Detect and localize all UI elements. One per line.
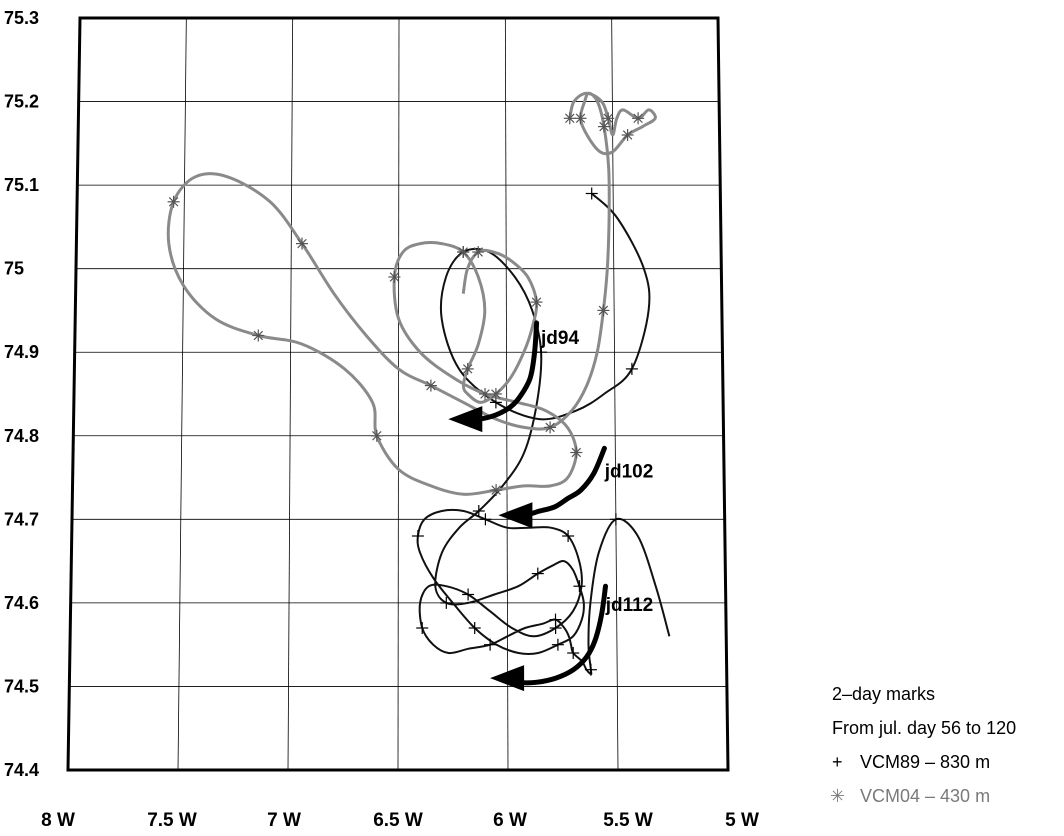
star-marker: [370, 429, 383, 442]
arrow-head-icon: [498, 502, 533, 529]
y-tick-label: 75.1: [4, 175, 39, 195]
star-marker: [252, 329, 265, 342]
star-marker: [489, 388, 502, 400]
grid-line-lon: [287, 17, 294, 771]
x-tick-label: 5 W: [725, 810, 759, 831]
star-marker: [472, 246, 485, 258]
trajectory-series: [166, 91, 671, 675]
y-tick-label: 74.4: [4, 760, 39, 780]
plus-marker: [472, 505, 485, 517]
x-tick-label: 6.5 W: [373, 810, 423, 831]
plus-marker: [462, 588, 475, 601]
plus-marker: [531, 567, 544, 580]
x-tick-label: 8 W: [41, 810, 75, 831]
star-marker: [574, 112, 587, 125]
star-marker: [621, 129, 634, 141]
plus-marker: [440, 596, 453, 609]
star-marker: [490, 484, 503, 497]
plus-marker: [416, 622, 429, 634]
map-border: [66, 16, 730, 772]
star-marker: [388, 271, 401, 283]
y-tick-label: 75.2: [4, 92, 39, 112]
star-marker: [632, 112, 645, 125]
star-marker: [570, 446, 583, 459]
legend-title: 2–day marks: [832, 684, 935, 704]
plus-marker: [484, 638, 497, 651]
day-label: jd112: [605, 595, 654, 616]
star-marker: [598, 120, 610, 133]
star-marker: [479, 388, 491, 400]
plus-marker: [468, 622, 481, 634]
star-marker: [167, 195, 180, 208]
day-label: jd102: [604, 462, 654, 483]
legend-label-vcm89: VCM89 – 830 m: [860, 752, 990, 772]
star-marker: [530, 296, 543, 309]
y-tick-labels: 74.4 74.5 74.6 74.7 74.8 74.9 75 75.1 75.2 75.3: [4, 8, 39, 780]
star-marker: [563, 112, 576, 125]
series-line-vcm89: [416, 192, 671, 675]
grid-line-lon: [177, 17, 187, 771]
day-marks: [167, 112, 645, 676]
plus-marker: [625, 362, 638, 375]
star-marker: [457, 246, 470, 258]
x-tick-label: 7.5 W: [147, 810, 197, 831]
legend-plus-icon: +: [832, 752, 843, 772]
series-line-vcm04: [166, 91, 657, 496]
grid-line-lon: [504, 17, 509, 771]
grid-line-lon: [611, 17, 619, 771]
legend-label-vcm04: VCM04 – 430 m: [860, 786, 990, 806]
y-tick-label: 74.7: [4, 509, 39, 529]
x-tick-label: 7 W: [267, 810, 301, 831]
legend-subtitle: From jul. day 56 to 120: [832, 718, 1016, 738]
plus-marker: [609, 513, 622, 526]
legend-star-icon: ✳: [830, 786, 845, 806]
plus-marker: [584, 663, 597, 676]
plus-marker: [562, 530, 575, 542]
star-marker: [296, 237, 308, 250]
x-tick-label: 5.5 W: [603, 810, 653, 831]
plus-marker: [551, 638, 564, 651]
star-marker: [544, 421, 557, 434]
plus-marker: [573, 580, 586, 593]
legend: 2–day marks From jul. day 56 to 120 + VC…: [830, 684, 1016, 806]
direction-arrows: [448, 320, 608, 692]
arrow-head-icon: [490, 665, 525, 692]
day-label: jd94: [540, 328, 579, 349]
y-tick-label: 75: [4, 259, 24, 279]
star-marker: [424, 379, 437, 392]
day-annotations: jd94 jd102 jd112: [540, 328, 653, 616]
y-tick-label: 74.5: [4, 676, 39, 696]
y-tick-label: 74.6: [4, 593, 39, 613]
grid-line-lon: [397, 17, 400, 771]
plus-marker: [549, 613, 562, 626]
map-frame: [66, 16, 730, 772]
star-marker: [461, 362, 474, 375]
plus-marker: [567, 647, 580, 659]
arrow-head-icon: [448, 406, 483, 433]
y-tick-label: 75.3: [4, 8, 39, 28]
plus-marker: [411, 530, 424, 542]
x-tick-labels: 8 W 7.5 W 7 W 6.5 W 6 W 5.5 W 5 W: [41, 810, 759, 831]
plus-marker: [585, 187, 598, 200]
map-grid: [67, 17, 729, 771]
y-tick-label: 74.8: [4, 426, 39, 446]
star-marker: [597, 304, 610, 317]
y-tick-label: 74.9: [4, 342, 39, 362]
arrow-shaft: [506, 445, 607, 519]
x-tick-label: 6 W: [493, 810, 527, 831]
plus-marker: [479, 513, 492, 526]
